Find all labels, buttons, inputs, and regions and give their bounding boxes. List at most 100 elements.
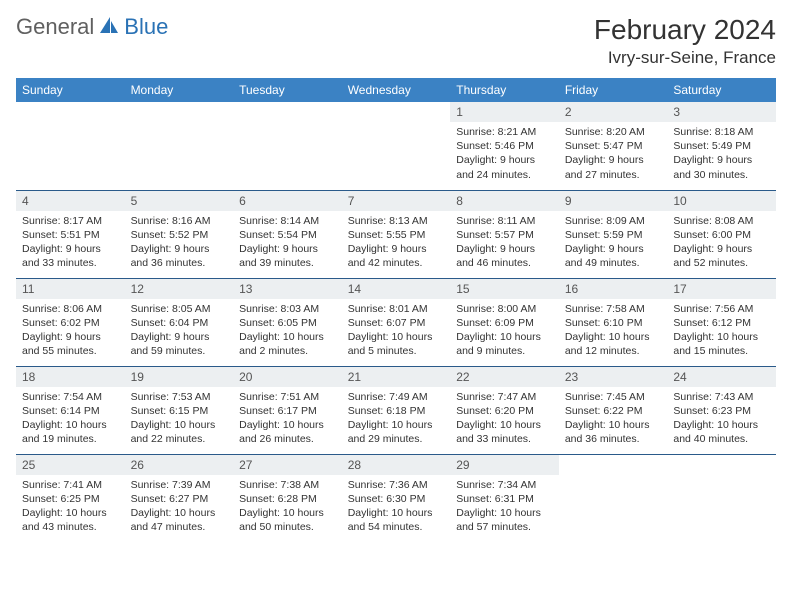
day-info: Sunrise: 7:51 AMSunset: 6:17 PMDaylight:… xyxy=(233,387,342,453)
calendar-body: 1Sunrise: 8:21 AMSunset: 5:46 PMDaylight… xyxy=(16,102,776,542)
weekday-header-row: Sunday Monday Tuesday Wednesday Thursday… xyxy=(16,78,776,102)
calendar-day-cell: 13Sunrise: 8:03 AMSunset: 6:05 PMDayligh… xyxy=(233,278,342,366)
day-number: 12 xyxy=(125,279,234,299)
day-info: Sunrise: 7:54 AMSunset: 6:14 PMDaylight:… xyxy=(16,387,125,453)
calendar-day-cell: 9Sunrise: 8:09 AMSunset: 5:59 PMDaylight… xyxy=(559,190,668,278)
weekday-header: Sunday xyxy=(16,78,125,102)
calendar-week-row: 4Sunrise: 8:17 AMSunset: 5:51 PMDaylight… xyxy=(16,190,776,278)
calendar-day-cell xyxy=(342,102,451,190)
calendar-table: Sunday Monday Tuesday Wednesday Thursday… xyxy=(16,78,776,542)
calendar-day-cell: 24Sunrise: 7:43 AMSunset: 6:23 PMDayligh… xyxy=(667,366,776,454)
calendar-day-cell: 5Sunrise: 8:16 AMSunset: 5:52 PMDaylight… xyxy=(125,190,234,278)
day-number: 21 xyxy=(342,367,451,387)
calendar-day-cell xyxy=(667,454,776,542)
day-number: 28 xyxy=(342,455,451,475)
day-info: Sunrise: 8:20 AMSunset: 5:47 PMDaylight:… xyxy=(559,122,668,188)
calendar-day-cell: 18Sunrise: 7:54 AMSunset: 6:14 PMDayligh… xyxy=(16,366,125,454)
day-info: Sunrise: 8:21 AMSunset: 5:46 PMDaylight:… xyxy=(450,122,559,188)
weekday-header: Wednesday xyxy=(342,78,451,102)
day-info: Sunrise: 7:39 AMSunset: 6:27 PMDaylight:… xyxy=(125,475,234,541)
calendar-day-cell: 20Sunrise: 7:51 AMSunset: 6:17 PMDayligh… xyxy=(233,366,342,454)
day-number: 10 xyxy=(667,191,776,211)
day-info: Sunrise: 8:00 AMSunset: 6:09 PMDaylight:… xyxy=(450,299,559,365)
calendar-day-cell xyxy=(559,454,668,542)
day-info: Sunrise: 7:41 AMSunset: 6:25 PMDaylight:… xyxy=(16,475,125,541)
day-number: 16 xyxy=(559,279,668,299)
day-info: Sunrise: 7:45 AMSunset: 6:22 PMDaylight:… xyxy=(559,387,668,453)
weekday-header: Saturday xyxy=(667,78,776,102)
calendar-day-cell: 28Sunrise: 7:36 AMSunset: 6:30 PMDayligh… xyxy=(342,454,451,542)
day-number: 5 xyxy=(125,191,234,211)
calendar-day-cell: 29Sunrise: 7:34 AMSunset: 6:31 PMDayligh… xyxy=(450,454,559,542)
day-info: Sunrise: 7:34 AMSunset: 6:31 PMDaylight:… xyxy=(450,475,559,541)
day-info: Sunrise: 8:14 AMSunset: 5:54 PMDaylight:… xyxy=(233,211,342,277)
day-number: 11 xyxy=(16,279,125,299)
calendar-day-cell: 17Sunrise: 7:56 AMSunset: 6:12 PMDayligh… xyxy=(667,278,776,366)
calendar-day-cell: 7Sunrise: 8:13 AMSunset: 5:55 PMDaylight… xyxy=(342,190,451,278)
calendar-day-cell: 4Sunrise: 8:17 AMSunset: 5:51 PMDaylight… xyxy=(16,190,125,278)
calendar-day-cell: 2Sunrise: 8:20 AMSunset: 5:47 PMDaylight… xyxy=(559,102,668,190)
header: General Blue February 2024 Ivry-sur-Sein… xyxy=(16,14,776,68)
weekday-header: Tuesday xyxy=(233,78,342,102)
day-number: 26 xyxy=(125,455,234,475)
calendar-day-cell: 23Sunrise: 7:45 AMSunset: 6:22 PMDayligh… xyxy=(559,366,668,454)
title-block: February 2024 Ivry-sur-Seine, France xyxy=(594,14,776,68)
day-info: Sunrise: 7:47 AMSunset: 6:20 PMDaylight:… xyxy=(450,387,559,453)
day-info: Sunrise: 7:43 AMSunset: 6:23 PMDaylight:… xyxy=(667,387,776,453)
day-info: Sunrise: 7:36 AMSunset: 6:30 PMDaylight:… xyxy=(342,475,451,541)
logo-sail-icon xyxy=(98,15,120,40)
calendar-day-cell: 16Sunrise: 7:58 AMSunset: 6:10 PMDayligh… xyxy=(559,278,668,366)
calendar-day-cell: 26Sunrise: 7:39 AMSunset: 6:27 PMDayligh… xyxy=(125,454,234,542)
day-info: Sunrise: 7:53 AMSunset: 6:15 PMDaylight:… xyxy=(125,387,234,453)
day-info: Sunrise: 8:16 AMSunset: 5:52 PMDaylight:… xyxy=(125,211,234,277)
page-title: February 2024 xyxy=(594,14,776,46)
day-number: 2 xyxy=(559,102,668,122)
calendar-day-cell: 25Sunrise: 7:41 AMSunset: 6:25 PMDayligh… xyxy=(16,454,125,542)
day-number: 20 xyxy=(233,367,342,387)
calendar-day-cell xyxy=(16,102,125,190)
calendar-day-cell xyxy=(125,102,234,190)
weekday-header: Friday xyxy=(559,78,668,102)
calendar-day-cell: 12Sunrise: 8:05 AMSunset: 6:04 PMDayligh… xyxy=(125,278,234,366)
calendar-day-cell: 14Sunrise: 8:01 AMSunset: 6:07 PMDayligh… xyxy=(342,278,451,366)
day-number: 24 xyxy=(667,367,776,387)
day-number: 27 xyxy=(233,455,342,475)
weekday-header: Monday xyxy=(125,78,234,102)
calendar-day-cell: 1Sunrise: 8:21 AMSunset: 5:46 PMDaylight… xyxy=(450,102,559,190)
day-number: 15 xyxy=(450,279,559,299)
day-number: 3 xyxy=(667,102,776,122)
location-label: Ivry-sur-Seine, France xyxy=(594,48,776,68)
calendar-day-cell: 6Sunrise: 8:14 AMSunset: 5:54 PMDaylight… xyxy=(233,190,342,278)
day-info: Sunrise: 7:56 AMSunset: 6:12 PMDaylight:… xyxy=(667,299,776,365)
calendar-day-cell: 21Sunrise: 7:49 AMSunset: 6:18 PMDayligh… xyxy=(342,366,451,454)
day-number: 9 xyxy=(559,191,668,211)
day-info: Sunrise: 8:13 AMSunset: 5:55 PMDaylight:… xyxy=(342,211,451,277)
day-number: 6 xyxy=(233,191,342,211)
logo-text-general: General xyxy=(16,14,94,40)
day-number: 17 xyxy=(667,279,776,299)
calendar-week-row: 11Sunrise: 8:06 AMSunset: 6:02 PMDayligh… xyxy=(16,278,776,366)
day-number: 19 xyxy=(125,367,234,387)
calendar-day-cell: 27Sunrise: 7:38 AMSunset: 6:28 PMDayligh… xyxy=(233,454,342,542)
day-info: Sunrise: 8:03 AMSunset: 6:05 PMDaylight:… xyxy=(233,299,342,365)
day-info: Sunrise: 8:17 AMSunset: 5:51 PMDaylight:… xyxy=(16,211,125,277)
calendar-day-cell: 22Sunrise: 7:47 AMSunset: 6:20 PMDayligh… xyxy=(450,366,559,454)
calendar-week-row: 18Sunrise: 7:54 AMSunset: 6:14 PMDayligh… xyxy=(16,366,776,454)
calendar-day-cell: 8Sunrise: 8:11 AMSunset: 5:57 PMDaylight… xyxy=(450,190,559,278)
day-info: Sunrise: 8:11 AMSunset: 5:57 PMDaylight:… xyxy=(450,211,559,277)
logo-text-blue: Blue xyxy=(124,14,168,40)
day-number: 18 xyxy=(16,367,125,387)
day-info: Sunrise: 8:01 AMSunset: 6:07 PMDaylight:… xyxy=(342,299,451,365)
day-info: Sunrise: 7:38 AMSunset: 6:28 PMDaylight:… xyxy=(233,475,342,541)
calendar-week-row: 25Sunrise: 7:41 AMSunset: 6:25 PMDayligh… xyxy=(16,454,776,542)
calendar-day-cell: 11Sunrise: 8:06 AMSunset: 6:02 PMDayligh… xyxy=(16,278,125,366)
calendar-day-cell: 15Sunrise: 8:00 AMSunset: 6:09 PMDayligh… xyxy=(450,278,559,366)
day-number: 22 xyxy=(450,367,559,387)
day-info: Sunrise: 8:05 AMSunset: 6:04 PMDaylight:… xyxy=(125,299,234,365)
day-number: 14 xyxy=(342,279,451,299)
calendar-day-cell: 10Sunrise: 8:08 AMSunset: 6:00 PMDayligh… xyxy=(667,190,776,278)
day-number: 29 xyxy=(450,455,559,475)
day-info: Sunrise: 7:58 AMSunset: 6:10 PMDaylight:… xyxy=(559,299,668,365)
day-number: 23 xyxy=(559,367,668,387)
day-info: Sunrise: 7:49 AMSunset: 6:18 PMDaylight:… xyxy=(342,387,451,453)
